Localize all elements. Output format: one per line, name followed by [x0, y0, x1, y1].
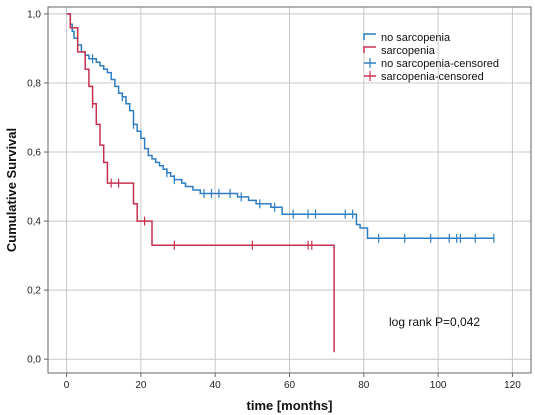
legend-label: sarcopenia-censored: [381, 71, 484, 83]
legend-swatch: [363, 33, 376, 40]
x-tick-label: 60: [284, 380, 296, 391]
y-tick-label: 0,0: [27, 355, 41, 366]
x-tick-label: 100: [430, 380, 447, 391]
legend-item: sarcopenia: [363, 45, 436, 57]
survival-curve: [66, 13, 335, 353]
legend-item: no sarcopenia-censored: [364, 58, 499, 70]
y-tick-label: 0,6: [27, 148, 41, 159]
x-tick-label: 120: [504, 380, 521, 391]
series-layer: [66, 13, 495, 353]
series-sarcopenia: [66, 13, 335, 353]
y-tick-label: 1,0: [27, 9, 41, 20]
legend-item: no sarcopenia: [363, 32, 451, 44]
grid: [48, 7, 531, 373]
legend-swatch: [363, 46, 376, 53]
legend-label: no sarcopenia-censored: [381, 58, 499, 70]
legend-label: no sarcopenia: [381, 32, 451, 44]
x-tick-label: 40: [210, 380, 222, 391]
x-tick-label: 80: [358, 380, 370, 391]
log-rank-annotation: log rank P=0,042: [389, 315, 480, 329]
x-tick-label: 20: [135, 380, 147, 391]
y-axis-label: Cumulative Survival: [4, 128, 19, 252]
x-axis-label: time [months]: [247, 398, 333, 413]
legend-label: sarcopenia: [381, 45, 436, 57]
y-tick-label: 0,8: [27, 78, 41, 89]
survival-curve: [66, 13, 494, 240]
x-tick-label: 0: [64, 380, 70, 391]
y-tick-label: 0,4: [27, 217, 41, 228]
y-tick-label: 0,2: [27, 286, 41, 297]
series-no-sarcopenia: [66, 13, 495, 243]
axis-ticks: 0 20 40 60 80 100 120 0,0 0,2 0,4 0,6 0,8 1,0: [27, 9, 521, 391]
legend-item: sarcopenia-censored: [364, 71, 484, 83]
